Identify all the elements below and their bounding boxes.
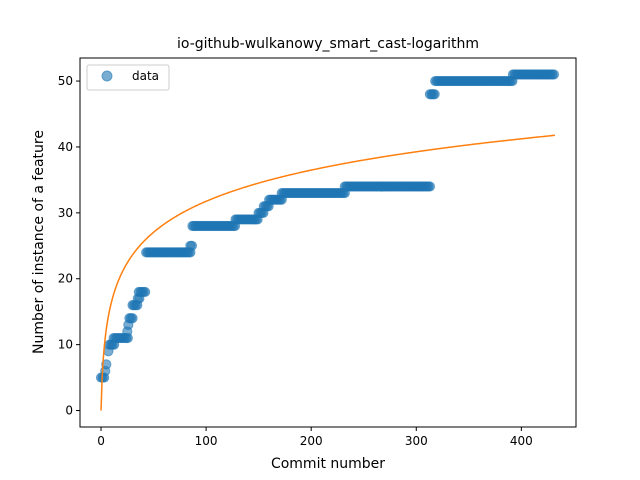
data-point — [429, 89, 440, 100]
data-point — [127, 313, 138, 324]
x-tick-label: 300 — [405, 434, 428, 448]
plot-area — [95, 69, 560, 411]
y-axis-label: Number of instance of a feature — [31, 130, 47, 354]
y-tick-label: 40 — [58, 140, 73, 154]
chart-title: io-github-wulkanowy_smart_cast-logarithm — [177, 36, 479, 52]
y-tick-label: 10 — [58, 338, 73, 352]
x-tick-label: 200 — [300, 434, 323, 448]
y-tick-label: 20 — [58, 272, 73, 286]
data-point — [548, 69, 560, 80]
data-point — [140, 286, 151, 298]
axes-frame — [79, 57, 577, 428]
x-axis-label: Commit number — [271, 456, 385, 472]
y-tick-label: 30 — [58, 206, 73, 220]
legend-label-data: data — [132, 69, 159, 83]
y-tick-label: 0 — [65, 404, 73, 418]
data-point — [424, 181, 436, 192]
y-tick-label: 50 — [58, 74, 73, 88]
legend: data — [86, 64, 170, 91]
x-tick-label: 0 — [97, 434, 105, 448]
data-point — [101, 359, 112, 370]
fit-curve — [100, 134, 556, 411]
data-point — [186, 240, 198, 251]
x-tick-label: 100 — [195, 434, 218, 448]
axis-ticks: 0 100 200 300 400 0 10 20 30 40 50 — [58, 74, 533, 448]
x-tick-label: 400 — [510, 434, 533, 448]
legend-marker — [101, 70, 113, 82]
